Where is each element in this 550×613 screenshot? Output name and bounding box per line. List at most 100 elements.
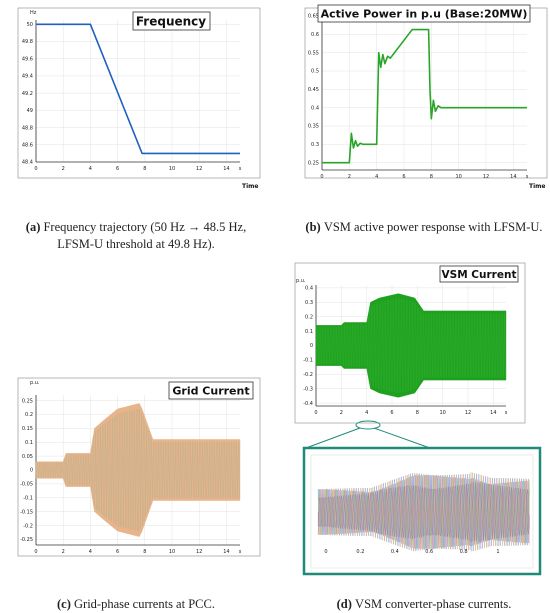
x-tick-label: s bbox=[239, 166, 242, 172]
y-tick-label: 0.3 bbox=[305, 300, 313, 306]
y-tick-label: -0.2 bbox=[23, 523, 33, 529]
y-tick-label: -0.1 bbox=[23, 495, 33, 501]
x-tick-label: 6 bbox=[402, 174, 405, 180]
y-tick-label: 0.3 bbox=[311, 142, 319, 148]
y-tick-label: 0.25 bbox=[22, 398, 33, 404]
panel-b-x-label: Time bbox=[529, 183, 545, 190]
y-tick-label: 49.2 bbox=[22, 91, 33, 97]
y-tick-label: 48.8 bbox=[22, 125, 33, 131]
x-tick-label: 0 bbox=[314, 410, 317, 416]
panel-d-series bbox=[315, 293, 507, 398]
x-tick-label: s bbox=[239, 549, 242, 555]
x-tick-label: 2 bbox=[62, 166, 65, 172]
panel-b-frame bbox=[304, 7, 548, 179]
y-tick-label: -0.2 bbox=[303, 372, 313, 378]
x-tick-label: 4 bbox=[89, 166, 92, 172]
x-tick-label: 10 bbox=[455, 174, 461, 180]
x-tick-label: 14 bbox=[223, 166, 229, 172]
y-tick-label: 0.2 bbox=[305, 314, 313, 320]
panel-c-x-ticks: 0 2 4 6 8 10 12 14 s bbox=[34, 549, 241, 555]
y-tick-label: -0.4 bbox=[303, 401, 313, 407]
panel-d-title-box bbox=[439, 265, 519, 283]
y-tick-label: 0.65 bbox=[308, 14, 319, 20]
x-tick-label: 10 bbox=[439, 410, 445, 416]
x-tick-label: 14 bbox=[223, 549, 229, 555]
inset-phase-waveform bbox=[317, 472, 530, 551]
caption-b-text: VSM active power response with LFSM-U. bbox=[324, 220, 543, 234]
y-tick-label: 0.5 bbox=[311, 69, 319, 75]
x-tick-label: 0 bbox=[34, 166, 37, 172]
inset-x-tick-label: 0.4 bbox=[391, 549, 399, 555]
caption-b-label: (b) bbox=[305, 220, 323, 234]
zoom-inset-x-ticks: 0 0.2 0.4 0.6 0.8 1 bbox=[324, 549, 499, 555]
inset-x-tick-label: 1 bbox=[496, 549, 499, 555]
panel-a-y-ticks: 50 49.8 49.6 49.4 49.2 49 48.8 48.6 48.4 bbox=[22, 22, 33, 166]
x-tick-label: 12 bbox=[196, 549, 202, 555]
y-tick-label: 0.25 bbox=[308, 160, 319, 166]
caption-d-text: VSM converter-phase currents. bbox=[355, 597, 511, 611]
caption-c: (c) Grid-phase currents at PCC. bbox=[57, 597, 215, 611]
caption-a: (a) Frequency trajectory (50 Hz → 48.5 H… bbox=[26, 220, 246, 251]
x-tick-label: 12 bbox=[196, 166, 202, 172]
y-tick-label: 0.1 bbox=[305, 329, 313, 335]
y-tick-label: 0.55 bbox=[308, 50, 319, 56]
panel-d-y-ticks: 0.4 0.3 0.2 0.1 0 -0.1 -0.2 -0.3 -0.4 bbox=[303, 286, 313, 407]
panel-c-y-unit: p.u. bbox=[30, 380, 40, 386]
y-tick-label: 0.4 bbox=[305, 286, 313, 292]
panel-b-title-box bbox=[317, 4, 531, 23]
zoom-inset-waveforms bbox=[317, 472, 530, 552]
panel-b-x-ticks: 0 2 4 6 8 10 12 14 s bbox=[320, 174, 528, 180]
panel-a-title-box bbox=[132, 11, 211, 31]
x-tick-label: s bbox=[526, 174, 529, 180]
zoom-callout-line-left bbox=[305, 427, 361, 449]
y-tick-label: 49 bbox=[27, 108, 33, 114]
zoom-callout-ellipse bbox=[355, 420, 381, 430]
y-tick-label: 0.35 bbox=[308, 124, 319, 130]
svg-text:(c) Grid-phase currents: (c) Grid-phase currents at PCC. bbox=[57, 597, 215, 611]
y-tick-label: 0.4 bbox=[311, 105, 319, 111]
y-tick-label: 0.05 bbox=[22, 454, 33, 460]
panel-c-y-ticks: 0.25 0.2 0.15 0.1 0.05 0 -0.05 -0.1 -0.15 -0.2 -0.… bbox=[20, 398, 33, 543]
caption-a-label: (a) bbox=[26, 220, 44, 234]
x-tick-label: s bbox=[505, 410, 508, 416]
panel-a-x-label: Time bbox=[242, 183, 258, 190]
series-oscillation bbox=[35, 408, 241, 532]
inset-x-tick-label: 0 bbox=[324, 549, 327, 555]
series-oscillation bbox=[315, 297, 507, 394]
x-tick-label: 10 bbox=[169, 549, 175, 555]
svg-text:(a) Frequency trajecto: (a) Frequency trajectory (50 Hz → 48.5 H… bbox=[26, 220, 246, 234]
y-tick-label: 0 bbox=[30, 468, 33, 474]
y-tick-label: 50 bbox=[27, 22, 33, 28]
series-line bbox=[36, 23, 240, 155]
svg-text:(d) VSM converter-phase: (d) VSM converter-phase currents. bbox=[337, 597, 512, 611]
x-tick-label: 2 bbox=[340, 410, 343, 416]
panel-b-y-ticks: 0.65 0.6 0.55 0.5 0.45 0.4 0.35 0.3 0.25 bbox=[308, 14, 319, 167]
y-tick-label: 0 bbox=[310, 343, 313, 349]
y-tick-label: -0.15 bbox=[20, 509, 33, 515]
x-tick-label: 14 bbox=[490, 410, 496, 416]
panel-a-title: Frequency bbox=[136, 15, 206, 29]
inset-x-tick-label: 0.2 bbox=[356, 549, 364, 555]
x-tick-label: 2 bbox=[348, 174, 351, 180]
x-tick-label: 6 bbox=[116, 549, 119, 555]
panel-a-frequency: 50 49.8 49.6 49.4 49.2 49 48.8 48.6 48.4 0 2 4 6 8 10… bbox=[17, 7, 261, 190]
x-tick-label: 14 bbox=[510, 174, 516, 180]
panel-a-x-ticks: 0 2 4 6 8 10 12 14 s bbox=[34, 166, 241, 172]
panel-d-title: VSM Current bbox=[442, 269, 517, 281]
y-tick-label: 48.4 bbox=[22, 160, 33, 166]
svg-text:(b) VSM active power re: (b) VSM active power response with LFSM-… bbox=[305, 220, 542, 234]
x-tick-label: 2 bbox=[62, 549, 65, 555]
y-tick-label: -0.05 bbox=[20, 482, 33, 488]
caption-d-label: (d) bbox=[337, 597, 355, 611]
y-tick-label: -0.1 bbox=[303, 358, 313, 364]
panel-a-series bbox=[36, 23, 240, 155]
x-tick-label: 6 bbox=[116, 166, 119, 172]
panel-d-vsm-current: 0.40.30.20.10-0.1-0.2-0.3-0.4 0 2 4 6 8 10 12 1… bbox=[294, 262, 542, 576]
series-envelope bbox=[35, 403, 241, 537]
y-tick-label: 0.2 bbox=[25, 412, 33, 418]
x-tick-label: 4 bbox=[89, 549, 92, 555]
caption-d: (d) VSM converter-phase currents. bbox=[337, 597, 512, 611]
panel-b-series bbox=[322, 28, 527, 164]
x-tick-label: 0 bbox=[34, 549, 37, 555]
